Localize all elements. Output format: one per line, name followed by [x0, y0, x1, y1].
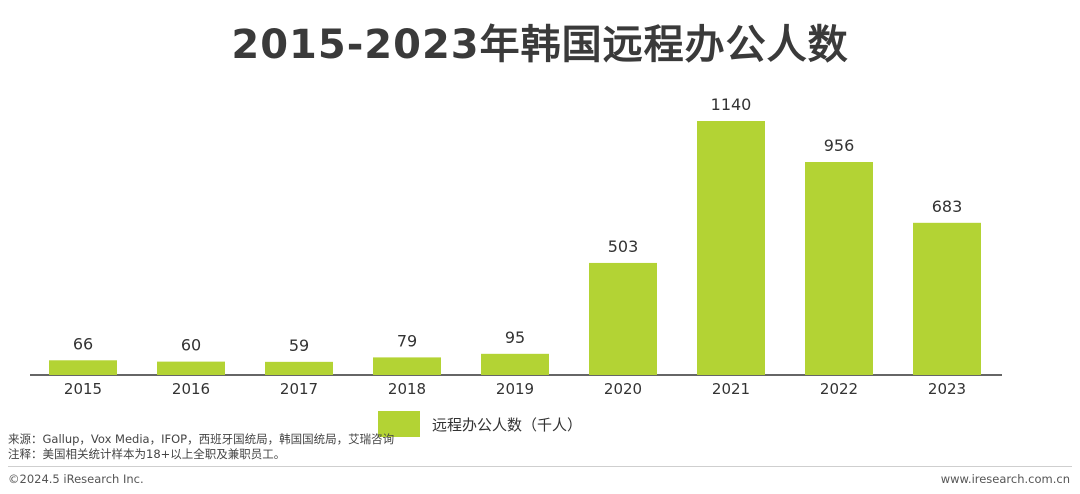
chart-title: 2015-2023年韩国远程办公人数 [231, 22, 849, 68]
data-label-2017: 59 [289, 336, 309, 355]
x-tick-label-2019: 2019 [496, 380, 534, 398]
x-tick-label-2021: 2021 [712, 380, 750, 398]
bar-2019 [481, 353, 549, 375]
website-link[interactable]: www.iresearch.com.cn [940, 472, 1070, 486]
legend-swatch [378, 411, 420, 437]
data-label-2018: 79 [397, 331, 417, 350]
source-note: 来源：Gallup，Vox Media，IFOP，西班牙国统局，韩国国统局，艾瑞… [8, 432, 395, 446]
data-label-2019: 95 [505, 328, 525, 347]
bar-2015 [49, 360, 117, 375]
x-tick-label-2020: 2020 [604, 380, 642, 398]
bar-chart: 66 2015 60 2016 59 2017 79 2018 95 2019 503 2020 114… [30, 95, 1002, 398]
x-tick-label-2018: 2018 [388, 380, 426, 398]
notes: 来源：Gallup，Vox Media，IFOP，西班牙国统局，韩国国统局，艾瑞… [8, 432, 394, 462]
bar-2017 [265, 361, 333, 375]
copyright: ©2024.5 iResearch Inc. [8, 472, 144, 486]
data-label-2021: 1140 [711, 95, 752, 114]
bar-2016 [157, 361, 225, 375]
data-label-2020: 503 [608, 237, 639, 256]
legend: 远程办公人数（千人） [378, 411, 582, 437]
data-label-2022: 956 [824, 136, 855, 155]
bar-2021 [697, 121, 765, 375]
annotation-note: 注释：美国相关统计样本为18+以上全职及兼职员工。 [8, 447, 286, 461]
bar-2020 [589, 262, 657, 375]
x-tick-label-2016: 2016 [172, 380, 210, 398]
legend-label: 远程办公人数（千人） [432, 415, 583, 434]
data-label-2015: 66 [73, 334, 93, 353]
x-tick-label-2015: 2015 [64, 380, 102, 398]
x-tick-label-2022: 2022 [820, 380, 858, 398]
bar-2018 [373, 357, 441, 375]
bar-2023 [913, 222, 981, 375]
footer-divider [8, 466, 1072, 467]
x-tick-label-2017: 2017 [280, 380, 318, 398]
data-label-2023: 683 [932, 197, 963, 216]
bar-2022 [805, 161, 873, 375]
x-tick-label-2023: 2023 [928, 380, 966, 398]
data-label-2016: 60 [181, 336, 201, 355]
